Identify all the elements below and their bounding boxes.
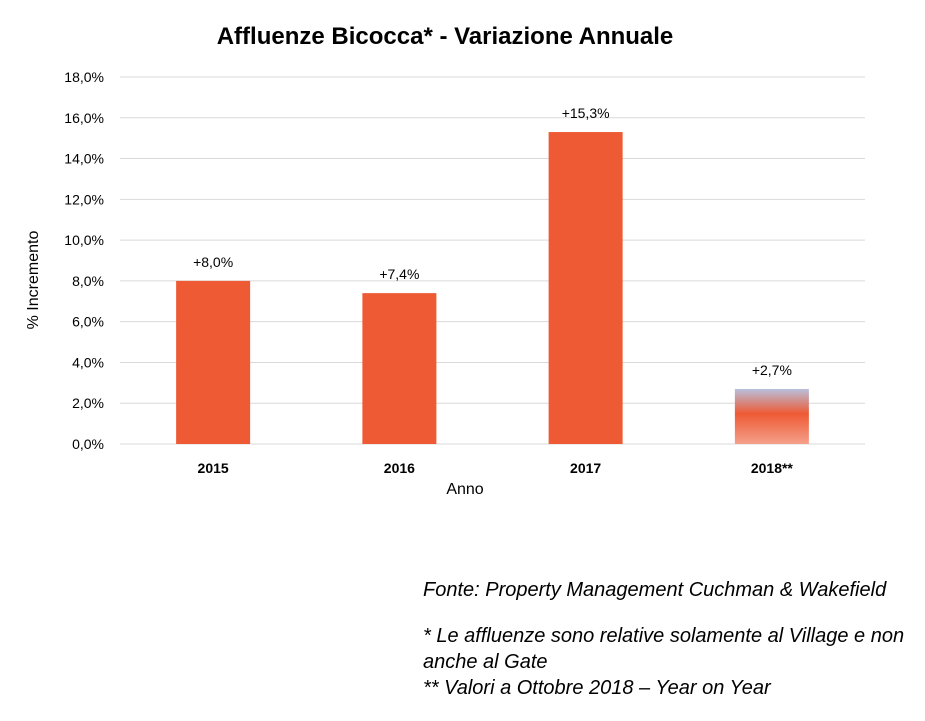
- y-axis-title: % Incremento: [25, 231, 42, 330]
- chart-notes: Fonte: Property Management Cuchman & Wak…: [423, 577, 918, 701]
- bar-2015: [176, 280, 251, 444]
- y-tick-label: 0,0%: [72, 436, 104, 452]
- y-tick-label: 18,0%: [64, 69, 104, 85]
- y-tick-label: 6,0%: [72, 314, 104, 330]
- x-tick-label: 2016: [384, 460, 415, 476]
- source-note: Fonte: Property Management Cuchman & Wak…: [423, 579, 887, 601]
- y-tick-label: 8,0%: [72, 273, 104, 289]
- y-tick-label: 14,0%: [64, 151, 104, 167]
- x-axis-ticks: 2015 2016 2017 2018**: [198, 460, 794, 476]
- bar-2016: [362, 293, 437, 444]
- x-tick-label: 2017: [570, 460, 601, 476]
- y-axis-ticks: 0,0% 2,0% 4,0% 6,0% 8,0% 10,0% 12,0% 14,0% 16,0%…: [64, 69, 104, 452]
- data-labels: +8,0% +7,4% +15,3% +2,7%: [193, 105, 792, 378]
- bar-2017: [548, 132, 623, 445]
- y-tick-label: 4,0%: [72, 354, 104, 370]
- chart-title: Affluenze Bicocca* - Variazione Annuale: [217, 23, 674, 50]
- y-tick-label: 12,0%: [64, 191, 104, 207]
- bar-chart: Affluenze Bicocca* - Variazione Annuale …: [25, 23, 865, 498]
- x-tick-label: 2018**: [751, 460, 794, 476]
- y-tick-label: 2,0%: [72, 395, 104, 411]
- data-label: +8,0%: [193, 254, 233, 270]
- x-axis-title: Anno: [446, 481, 483, 498]
- bars: [176, 132, 809, 445]
- x-tick-label: 2015: [198, 460, 229, 476]
- data-label: +2,7%: [752, 362, 792, 378]
- data-label: +15,3%: [562, 105, 610, 121]
- bar-2018: [734, 388, 809, 444]
- y-tick-label: 10,0%: [64, 232, 104, 248]
- footnote-october: ** Valori a Ottobre 2018 – Year on Year: [423, 677, 771, 699]
- y-tick-label: 16,0%: [64, 110, 104, 126]
- footnote-village: * Le affluenze sono relative solamente a…: [423, 625, 905, 673]
- data-label: +7,4%: [379, 266, 419, 282]
